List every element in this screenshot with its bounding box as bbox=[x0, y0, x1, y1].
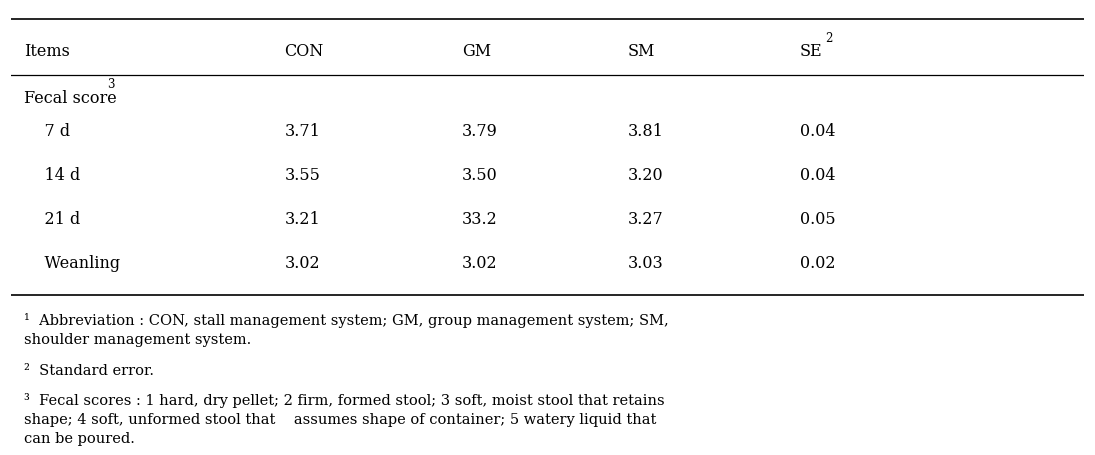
Text: 0.05: 0.05 bbox=[799, 211, 835, 228]
Text: Items: Items bbox=[24, 43, 70, 60]
Text: GM: GM bbox=[462, 43, 491, 60]
Text: 3.50: 3.50 bbox=[462, 167, 497, 184]
Text: 3.20: 3.20 bbox=[627, 167, 664, 184]
Text: 3.02: 3.02 bbox=[285, 254, 320, 271]
Text: SE: SE bbox=[799, 43, 822, 60]
Text: 7 d: 7 d bbox=[24, 123, 70, 140]
Text: CON: CON bbox=[285, 43, 324, 60]
Text: 3.79: 3.79 bbox=[462, 123, 497, 140]
Text: 33.2: 33.2 bbox=[462, 211, 497, 228]
Text: 3: 3 bbox=[107, 78, 115, 91]
Text: ¹  Abbreviation : CON, stall management system; GM, group management system; SM,: ¹ Abbreviation : CON, stall management s… bbox=[24, 312, 669, 346]
Text: 3.27: 3.27 bbox=[627, 211, 664, 228]
Text: 3.03: 3.03 bbox=[627, 254, 664, 271]
Text: 3.21: 3.21 bbox=[285, 211, 321, 228]
Text: Fecal score: Fecal score bbox=[24, 90, 116, 106]
Text: 3.55: 3.55 bbox=[285, 167, 321, 184]
Text: 21 d: 21 d bbox=[24, 211, 80, 228]
Text: ³  Fecal scores : 1 hard, dry pellet; 2 firm, formed stool; 3 soft, moist stool : ³ Fecal scores : 1 hard, dry pellet; 2 f… bbox=[24, 393, 665, 445]
Text: 2: 2 bbox=[826, 31, 833, 45]
Text: 0.02: 0.02 bbox=[799, 254, 835, 271]
Text: 14 d: 14 d bbox=[24, 167, 80, 184]
Text: 3.02: 3.02 bbox=[462, 254, 497, 271]
Text: ²  Standard error.: ² Standard error. bbox=[24, 364, 153, 378]
Text: SM: SM bbox=[627, 43, 655, 60]
Text: 0.04: 0.04 bbox=[799, 123, 835, 140]
Text: 3.71: 3.71 bbox=[285, 123, 321, 140]
Text: Weanling: Weanling bbox=[24, 254, 120, 271]
Text: 3.81: 3.81 bbox=[627, 123, 664, 140]
Text: 0.04: 0.04 bbox=[799, 167, 835, 184]
